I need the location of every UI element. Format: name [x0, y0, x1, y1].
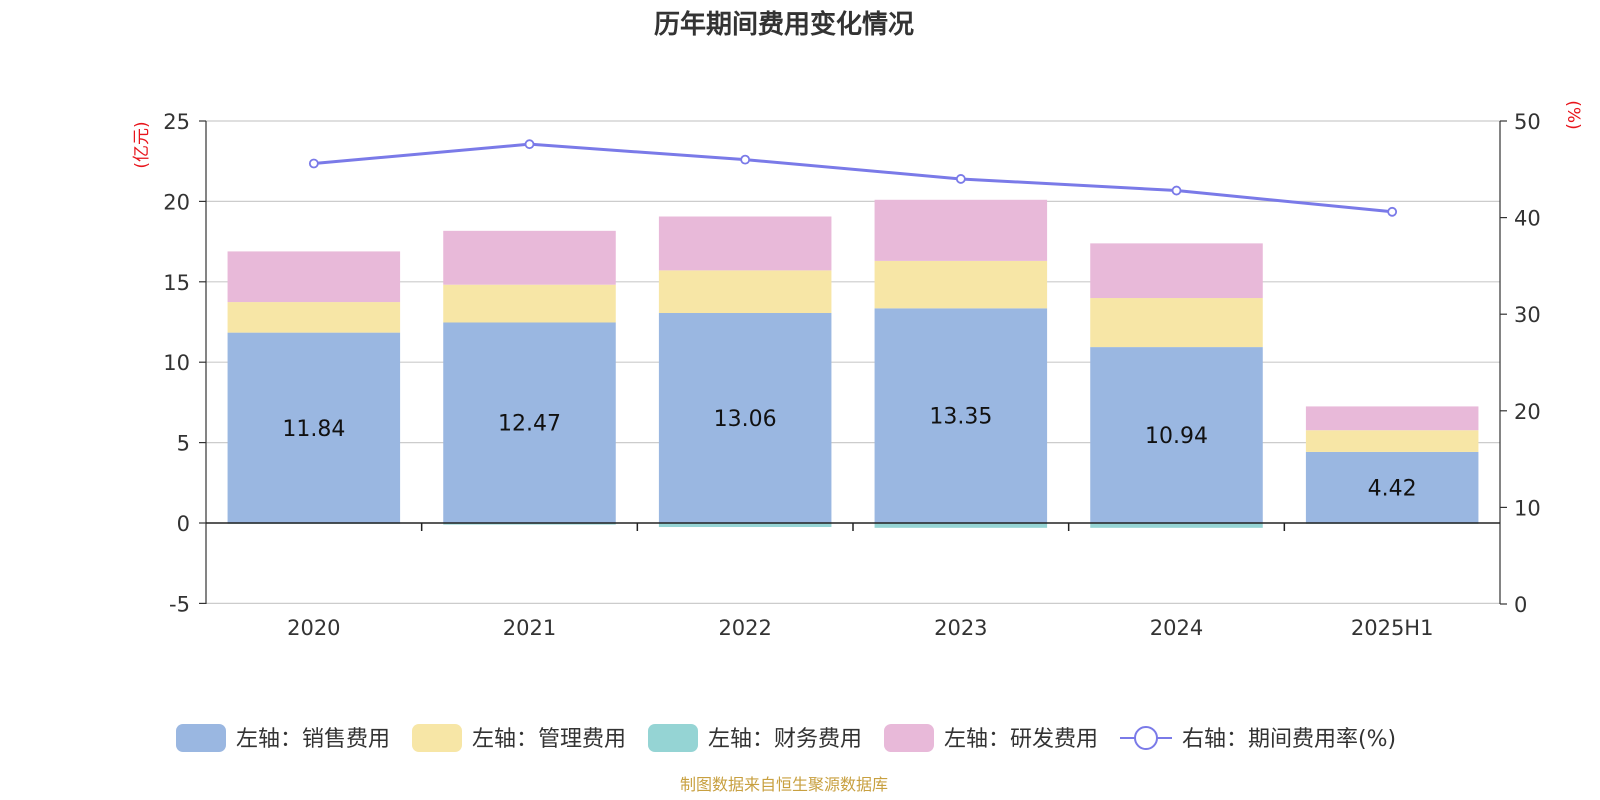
- axes: -5 0 5 10 15 20 25 0 10 20 30 40 50 2020 2021 2022 2023 2…: [163, 110, 1540, 640]
- bar-2021-左轴：销售费用: [443, 322, 616, 523]
- rate-point: [740, 154, 751, 165]
- legend-color-swatch: [176, 724, 226, 752]
- legend-label: 右轴：期间费用率(%): [1182, 727, 1396, 752]
- rate-point: [955, 174, 966, 184]
- rate-point: [524, 139, 535, 150]
- bar-2023-左轴：管理费用: [874, 260, 1048, 309]
- bar-value-label: 13.35: [929, 405, 992, 430]
- bar-value-label: 13.06: [714, 407, 777, 432]
- left-axis-tick-label: 25: [163, 110, 190, 134]
- left-axis-unit-label: (亿元): [132, 121, 152, 168]
- legend-item: 左轴：管理费用: [412, 724, 626, 752]
- bar-2022-左轴：研发费用: [658, 216, 832, 271]
- bar-2024-左轴：销售费用: [1090, 347, 1263, 523]
- x-axis-tick-label: 2023: [934, 616, 987, 640]
- bar-2020-左轴：管理费用: [227, 302, 401, 333]
- bar-2024-左轴：财务费用: [1090, 523, 1263, 528]
- bar-2022-左轴：管理费用: [658, 270, 832, 313]
- right-axis-tick-label: 40: [1514, 207, 1541, 231]
- bar-value-label: 10.94: [1145, 424, 1208, 449]
- x-axis-tick-label: 2022: [718, 616, 771, 640]
- x-axis-tick-label: 2024: [1150, 616, 1203, 640]
- left-axis-tick-label: 5: [177, 432, 190, 456]
- rate-point: [308, 158, 319, 169]
- x-axis-tick-label: 2021: [503, 616, 556, 640]
- right-axis-tick-label: 20: [1514, 400, 1541, 424]
- bar-2024-左轴：管理费用: [1090, 298, 1263, 348]
- bar-2020-左轴：销售费用: [227, 332, 401, 523]
- bar-2022-左轴：销售费用: [658, 312, 832, 523]
- legend-label: 左轴：管理费用: [472, 727, 626, 752]
- bar-2023-左轴：研发费用: [874, 199, 1048, 261]
- legend-color-swatch: [884, 724, 934, 752]
- bar-2025H1-左轴：管理费用: [1305, 430, 1479, 452]
- bar-2023-左轴：销售费用: [874, 308, 1048, 523]
- source-note: 制图数据来自恒生聚源数据库: [680, 775, 888, 794]
- rate-point: [1171, 185, 1182, 196]
- x-axis-tick-label: 2025H1: [1351, 616, 1434, 640]
- bar-value-label: 4.42: [1368, 476, 1417, 501]
- grid-lines: [206, 120, 1500, 605]
- legend-item: 左轴：财务费用: [648, 724, 862, 752]
- legend-label: 左轴：研发费用: [944, 727, 1098, 752]
- bar-2025H1-左轴：销售费用: [1305, 451, 1479, 523]
- right-axis-tick-label: 10: [1514, 496, 1541, 520]
- bar-2024-左轴：研发费用: [1090, 243, 1263, 299]
- left-axis-tick-label: 20: [163, 190, 190, 214]
- legend-item: 右轴：期间费用率(%): [1120, 726, 1396, 752]
- x-axis-tick-label: 2020: [287, 616, 340, 640]
- bar-2023-左轴：财务费用: [874, 523, 1048, 528]
- legend-item: 左轴：研发费用: [884, 724, 1098, 752]
- legend-label: 左轴：销售费用: [236, 727, 390, 752]
- rate-point: [1387, 206, 1398, 217]
- rate-line: [313, 142, 1393, 214]
- left-axis-tick-label: 15: [163, 271, 190, 295]
- legend-color-swatch: [412, 724, 462, 752]
- bar-value-label: 12.47: [498, 412, 561, 437]
- right-axis-tick-label: 30: [1514, 303, 1541, 327]
- legend: 左轴：销售费用 左轴：管理费用 左轴：财务费用 左轴：研发费用 右轴：期间费用率(%): [176, 724, 1396, 752]
- bar-2021-左轴：管理费用: [443, 284, 616, 323]
- right-axis-tick-label: 50: [1514, 110, 1541, 134]
- legend-label: 左轴：财务费用: [708, 727, 862, 752]
- bar-2021-左轴：财务费用: [443, 523, 616, 525]
- data-labels: 11.84 12.47 13.06 13.35 10.94 4.42: [282, 405, 1416, 502]
- left-axis-tick-label: 10: [163, 351, 190, 375]
- left-axis-tick-label: 0: [177, 512, 190, 536]
- legend-item: 左轴：销售费用: [176, 724, 390, 752]
- bar-2022-左轴：财务费用: [658, 523, 832, 528]
- legend-color-swatch: [648, 724, 698, 752]
- bar-2025H1-左轴：研发费用: [1305, 406, 1479, 431]
- chart-title: 历年期间费用变化情况: [654, 9, 914, 40]
- right-axis-tick-label: 0: [1514, 593, 1527, 617]
- bar-group: [227, 199, 1479, 528]
- left-axis-tick-label: -5: [169, 592, 190, 616]
- legend-marker-swatch: [1134, 726, 1158, 750]
- right-axis-unit-label: (%): [1563, 100, 1583, 129]
- bar-2021-左轴：研发费用: [443, 230, 616, 285]
- bar-value-label: 11.84: [282, 417, 345, 442]
- bar-2020-左轴：研发费用: [227, 251, 401, 303]
- rate-line-group: [308, 139, 1398, 217]
